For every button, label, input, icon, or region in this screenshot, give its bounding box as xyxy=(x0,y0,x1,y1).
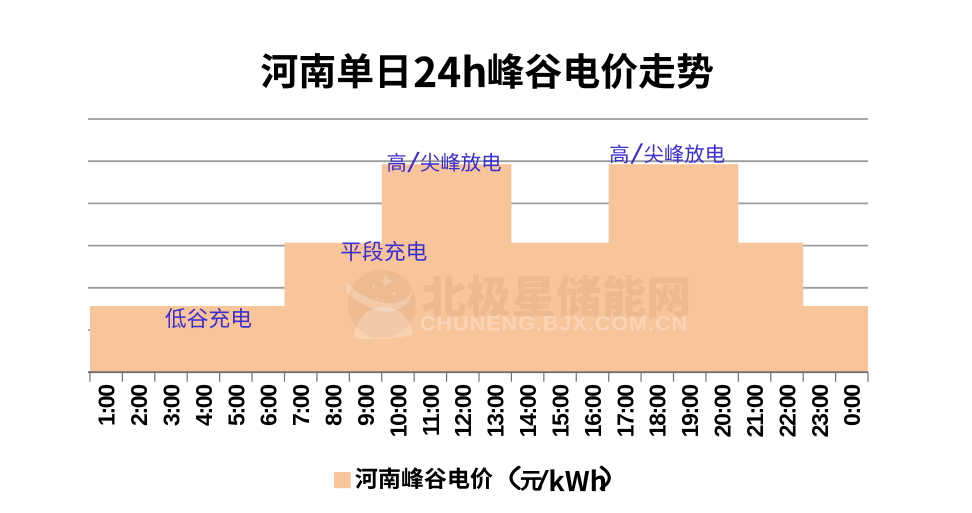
svg-text:8:00: 8:00 xyxy=(321,385,347,426)
svg-text:15:00: 15:00 xyxy=(547,385,573,438)
svg-text:3:00: 3:00 xyxy=(158,385,184,426)
svg-text:10:00: 10:00 xyxy=(385,385,411,438)
svg-text:16:00: 16:00 xyxy=(580,385,606,438)
svg-text:6:00: 6:00 xyxy=(256,385,282,426)
svg-text:21:00: 21:00 xyxy=(742,385,768,438)
svg-text:0:00: 0:00 xyxy=(839,385,865,426)
svg-text:4:00: 4:00 xyxy=(191,385,217,426)
svg-text:22:00: 22:00 xyxy=(774,385,800,438)
svg-text:5:00: 5:00 xyxy=(223,385,249,426)
svg-text:11:00: 11:00 xyxy=(418,385,444,436)
svg-text:7:00: 7:00 xyxy=(288,385,314,426)
svg-text:CHUNENG.BJX.COM.CN: CHUNENG.BJX.COM.CN xyxy=(420,312,688,336)
svg-text:2:00: 2:00 xyxy=(126,385,152,426)
svg-text:12:00: 12:00 xyxy=(450,385,476,438)
svg-text:13:00: 13:00 xyxy=(483,385,509,438)
svg-text:9:00: 9:00 xyxy=(353,385,379,426)
svg-text:14:00: 14:00 xyxy=(515,385,541,438)
svg-text:17:00: 17:00 xyxy=(612,385,638,438)
svg-text:1:00: 1:00 xyxy=(94,385,120,426)
svg-text:20:00: 20:00 xyxy=(710,385,736,438)
svg-text:23:00: 23:00 xyxy=(807,385,833,438)
svg-text:18:00: 18:00 xyxy=(645,385,671,438)
svg-text:19:00: 19:00 xyxy=(677,385,703,438)
